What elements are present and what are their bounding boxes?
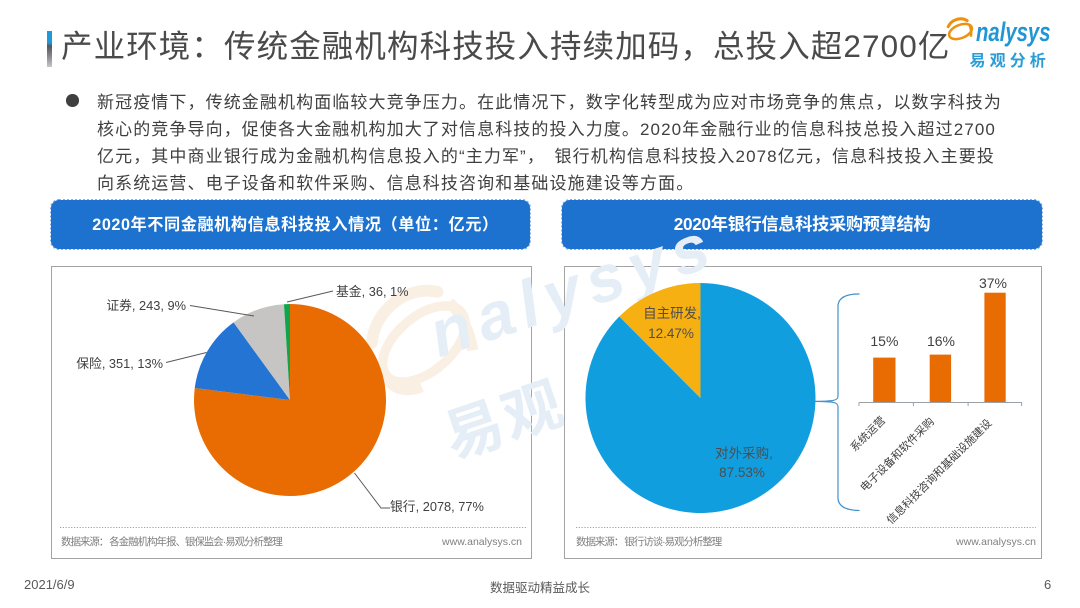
svg-text:nalysys: nalysys bbox=[976, 17, 1051, 47]
svg-text:数据来源： 银行访谈·易观分析整理: 数据来源： 银行访谈·易观分析整理 bbox=[576, 535, 723, 548]
svg-text:自主研发,: 自主研发, bbox=[643, 306, 701, 321]
svg-text:www.analysys.cn: www.analysys.cn bbox=[441, 536, 522, 548]
svg-text:12.47%: 12.47% bbox=[648, 326, 694, 341]
svg-text:系统运营: 系统运营 bbox=[847, 413, 888, 454]
svg-text:银行, 2078, 77%: 银行, 2078, 77% bbox=[390, 499, 484, 514]
svg-text:信息科技咨询和基础设施建设: 信息科技咨询和基础设施建设 bbox=[883, 416, 994, 527]
svg-text:www.analysys.cn: www.analysys.cn bbox=[955, 536, 1036, 548]
svg-text:87.53%: 87.53% bbox=[719, 465, 765, 480]
svg-text:15%: 15% bbox=[870, 333, 898, 349]
svg-text:37%: 37% bbox=[979, 275, 1007, 291]
svg-text:保险, 351, 13%: 保险, 351, 13% bbox=[76, 356, 163, 371]
svg-text:对外采购,: 对外采购, bbox=[715, 446, 773, 461]
svg-text:16%: 16% bbox=[927, 333, 955, 349]
svg-text:证券, 243, 9%: 证券, 243, 9% bbox=[106, 298, 186, 313]
svg-text:基金, 36, 1%: 基金, 36, 1% bbox=[336, 284, 409, 299]
svg-text:易观分析: 易观分析 bbox=[970, 51, 1050, 70]
svg-text:数据来源： 各金融机构年报、银保监会·易观分析整理: 数据来源： 各金融机构年报、银保监会·易观分析整理 bbox=[61, 535, 283, 548]
